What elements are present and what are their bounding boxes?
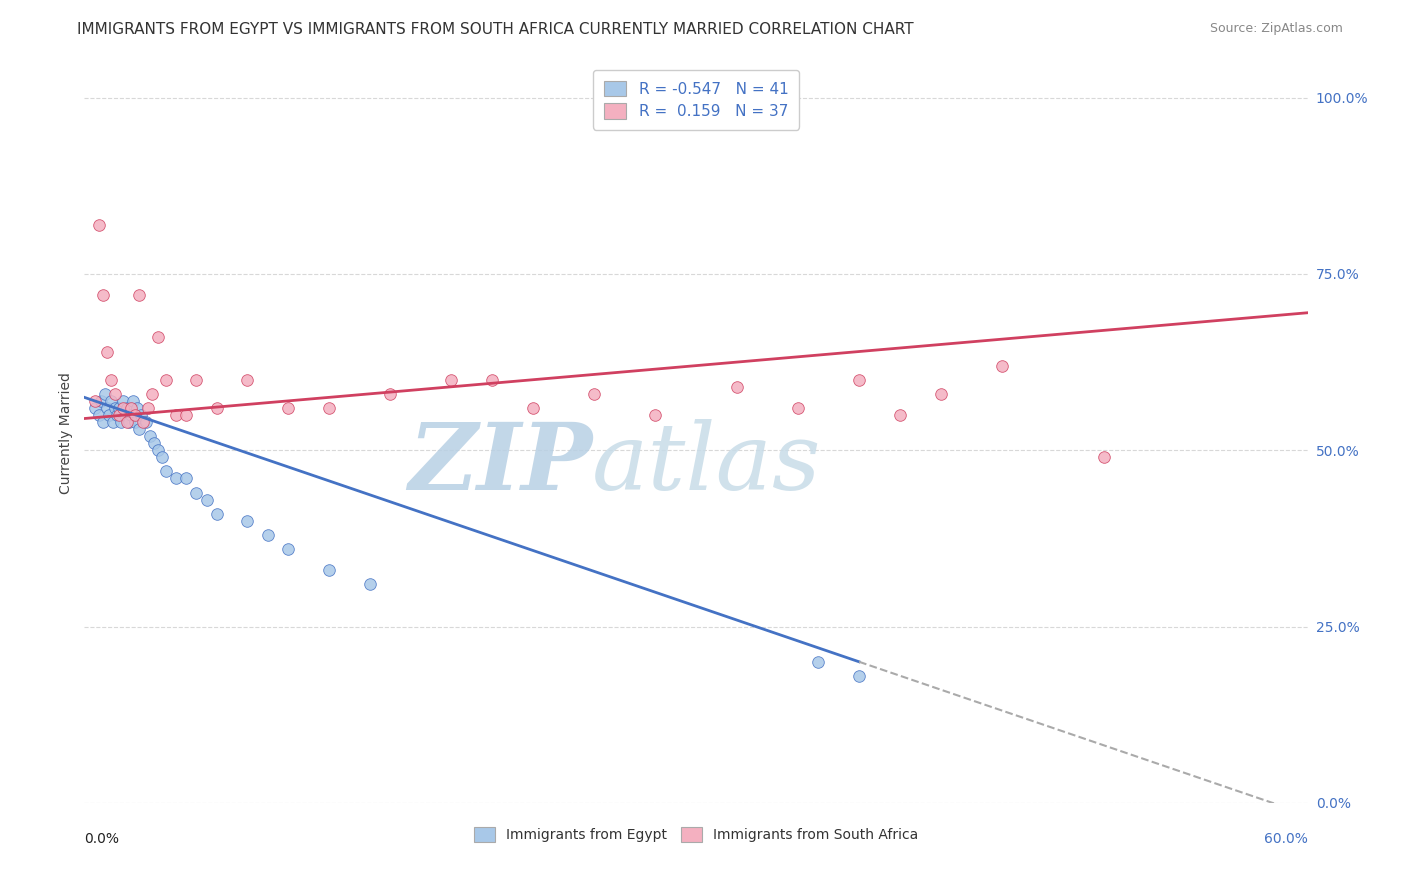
Point	[848, 669, 870, 683]
Point	[205, 401, 228, 415]
Point	[101, 415, 124, 429]
Point	[96, 401, 118, 415]
Point	[104, 401, 127, 415]
Point	[131, 408, 153, 422]
Point	[165, 471, 187, 485]
Point	[128, 422, 150, 436]
Point	[100, 373, 122, 387]
Point	[90, 393, 112, 408]
Point	[115, 415, 138, 429]
Point	[440, 373, 463, 387]
Point	[105, 408, 128, 422]
Point	[122, 393, 145, 408]
Point	[318, 401, 340, 415]
Point	[929, 387, 952, 401]
Point	[112, 401, 135, 415]
Legend: Immigrants from Egypt, Immigrants from South Africa: Immigrants from Egypt, Immigrants from S…	[468, 822, 924, 847]
Point	[236, 373, 259, 387]
Y-axis label: Currently Married: Currently Married	[59, 372, 73, 493]
Point	[96, 344, 118, 359]
Point	[91, 415, 114, 429]
Point	[132, 415, 155, 429]
Point	[91, 288, 114, 302]
Point	[807, 655, 830, 669]
Point	[120, 401, 142, 415]
Text: ZIP: ZIP	[408, 418, 592, 508]
Point	[889, 408, 911, 422]
Point	[1092, 450, 1115, 465]
Point	[848, 373, 870, 387]
Point	[136, 401, 159, 415]
Point	[277, 401, 299, 415]
Text: 60.0%: 60.0%	[1264, 832, 1308, 847]
Point	[150, 450, 173, 465]
Point	[135, 415, 157, 429]
Point	[174, 408, 197, 422]
Text: 0.0%: 0.0%	[84, 832, 120, 847]
Point	[522, 401, 544, 415]
Point	[127, 401, 149, 415]
Point	[236, 514, 259, 528]
Point	[87, 408, 110, 422]
Point	[155, 373, 177, 387]
Point	[128, 288, 150, 302]
Text: IMMIGRANTS FROM EGYPT VS IMMIGRANTS FROM SOUTH AFRICA CURRENTLY MARRIED CORRELAT: IMMIGRANTS FROM EGYPT VS IMMIGRANTS FROM…	[77, 22, 914, 37]
Point	[87, 218, 110, 232]
Point	[138, 429, 160, 443]
Point	[112, 393, 135, 408]
Point	[257, 528, 280, 542]
Point	[359, 577, 381, 591]
Point	[481, 373, 503, 387]
Point	[165, 408, 187, 422]
Point	[118, 415, 141, 429]
Point	[991, 359, 1014, 373]
Point	[124, 415, 146, 429]
Point	[380, 387, 402, 401]
Point	[83, 401, 105, 415]
Point	[146, 330, 169, 344]
Point	[583, 387, 606, 401]
Point	[205, 507, 228, 521]
Point	[83, 393, 105, 408]
Point	[141, 387, 163, 401]
Point	[110, 415, 132, 429]
Point	[277, 541, 299, 556]
Point	[142, 436, 165, 450]
Point	[120, 408, 142, 422]
Point	[97, 408, 120, 422]
Point	[100, 393, 122, 408]
Point	[124, 408, 146, 422]
Point	[104, 387, 127, 401]
Point	[186, 373, 208, 387]
Point	[114, 408, 136, 422]
Point	[93, 387, 115, 401]
Point	[115, 401, 138, 415]
Text: Source: ZipAtlas.com: Source: ZipAtlas.com	[1209, 22, 1343, 36]
Point	[644, 408, 666, 422]
Point	[108, 408, 131, 422]
Point	[108, 401, 131, 415]
Point	[186, 485, 208, 500]
Point	[725, 380, 748, 394]
Point	[195, 492, 218, 507]
Point	[174, 471, 197, 485]
Point	[155, 464, 177, 478]
Point	[318, 563, 340, 577]
Text: atlas: atlas	[592, 418, 821, 508]
Point	[146, 443, 169, 458]
Point	[787, 401, 810, 415]
